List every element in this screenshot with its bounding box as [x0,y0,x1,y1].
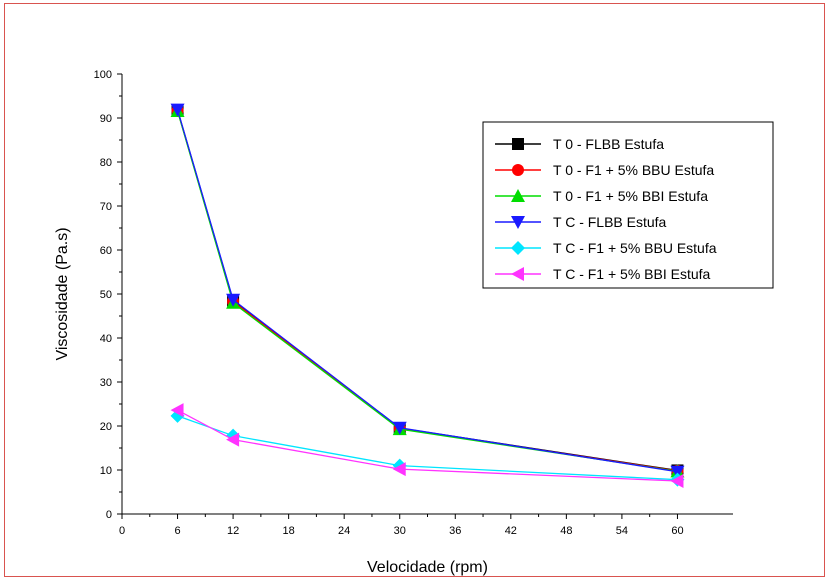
x-tick-label: 36 [449,525,461,537]
legend-item: T C - F1 + 5% BBI Estufa [495,266,711,282]
legend-label: T C - F1 + 5% BBU Estufa [553,240,717,256]
y-tick-label: 40 [100,333,112,345]
data-point [670,474,684,488]
series-line [177,409,678,482]
x-tick-label: 30 [394,525,406,537]
x-axis-label: Velocidade (rpm) [367,559,488,576]
series-line [177,415,678,481]
legend-item: T 0 - FLBB Estufa [495,136,664,152]
legend-marker [511,241,525,255]
legend-box [482,121,774,289]
series-line [176,109,678,473]
viscosity-line-chart: 0 6 12 18 24 30 36 42 48 54 60 0 10 20 30 40 50 60 70 80 90 1… [54,69,774,576]
x-tick-label: 12 [227,525,239,537]
legend-label: T 0 - FLBB Estufa [553,136,664,152]
data-series [170,103,685,488]
data-point [392,462,406,477]
x-tick-label: 6 [174,525,180,537]
series-5 [170,408,685,487]
y-tick-label: 80 [100,157,112,169]
y-tick-label: 90 [100,113,112,125]
y-tick-label: 50 [100,289,112,301]
legend-label: T C - F1 + 5% BBI Estufa [553,266,711,282]
legend-item: T 0 - F1 + 5% BBU Estufa [495,162,714,178]
data-point [392,421,407,435]
legend-item: T C - FLBB Estufa [495,214,667,230]
y-tick-label: 70 [100,201,112,213]
series-6 [170,403,684,488]
legend-item: T C - F1 + 5% BBU Estufa [495,240,717,256]
data-point [226,293,241,307]
legend-item: T 0 - F1 + 5% BBI Estufa [495,188,708,204]
data-point [670,465,685,479]
x-tick-label: 48 [560,525,572,537]
legend-marker [512,138,524,150]
x-tick-label: 54 [616,525,628,537]
x-tick-label: 24 [338,525,350,537]
x-tick-label: 42 [505,525,517,537]
legend-label: T 0 - F1 + 5% BBI Estufa [553,188,708,204]
legend: T 0 - FLBB Estufa T 0 - F1 + 5% BBU Estuf… [482,121,774,289]
y-tick-label: 0 [106,509,112,521]
y-tick-label: 10 [100,465,112,477]
y-tick-label: 30 [100,377,112,389]
y-tick-label: 100 [94,69,112,81]
x-tick-label: 60 [671,525,683,537]
data-point [226,432,240,447]
legend-marker [511,189,525,202]
axes: 0 6 12 18 24 30 36 42 48 54 60 0 10 20 30 40 50 60 70 80 90 1… [94,69,733,537]
y-tick-label: 60 [100,245,112,257]
y-axis-label: Viscosidade (Pa.s) [54,227,71,360]
legend-label: T 0 - F1 + 5% BBU Estufa [553,162,714,178]
x-tick-label: 18 [283,525,295,537]
y-tick-label: 20 [100,421,112,433]
data-point [170,403,184,418]
legend-marker [511,267,524,281]
data-point [170,103,185,117]
legend-marker [511,216,525,229]
series-4 [170,103,685,479]
legend-label: T C - FLBB Estufa [553,214,667,230]
legend-marker [512,164,524,176]
chart-frame: 0 6 12 18 24 30 36 42 48 54 60 0 10 20 30 40 50 60 70 80 90 1… [4,3,825,577]
x-tick-label: 0 [119,525,125,537]
